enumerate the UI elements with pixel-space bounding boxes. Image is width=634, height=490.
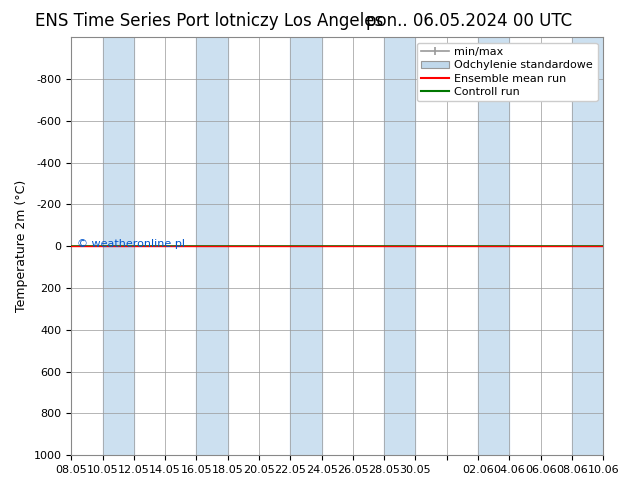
Bar [384, 37, 415, 455]
Legend: min/max, Odchylenie standardowe, Ensemble mean run, Controll run: min/max, Odchylenie standardowe, Ensembl… [417, 43, 598, 101]
Bar [197, 37, 228, 455]
Bar [103, 37, 134, 455]
Text: © weatheronline.pl: © weatheronline.pl [77, 239, 184, 249]
Bar [290, 37, 321, 455]
Bar [572, 37, 603, 455]
Bar [478, 37, 509, 455]
Y-axis label: Temperature 2m (°C): Temperature 2m (°C) [15, 180, 28, 312]
Text: pon.. 06.05.2024 00 UTC: pon.. 06.05.2024 00 UTC [366, 12, 573, 30]
Text: ENS Time Series Port lotniczy Los Angeles: ENS Time Series Port lotniczy Los Angele… [35, 12, 384, 30]
